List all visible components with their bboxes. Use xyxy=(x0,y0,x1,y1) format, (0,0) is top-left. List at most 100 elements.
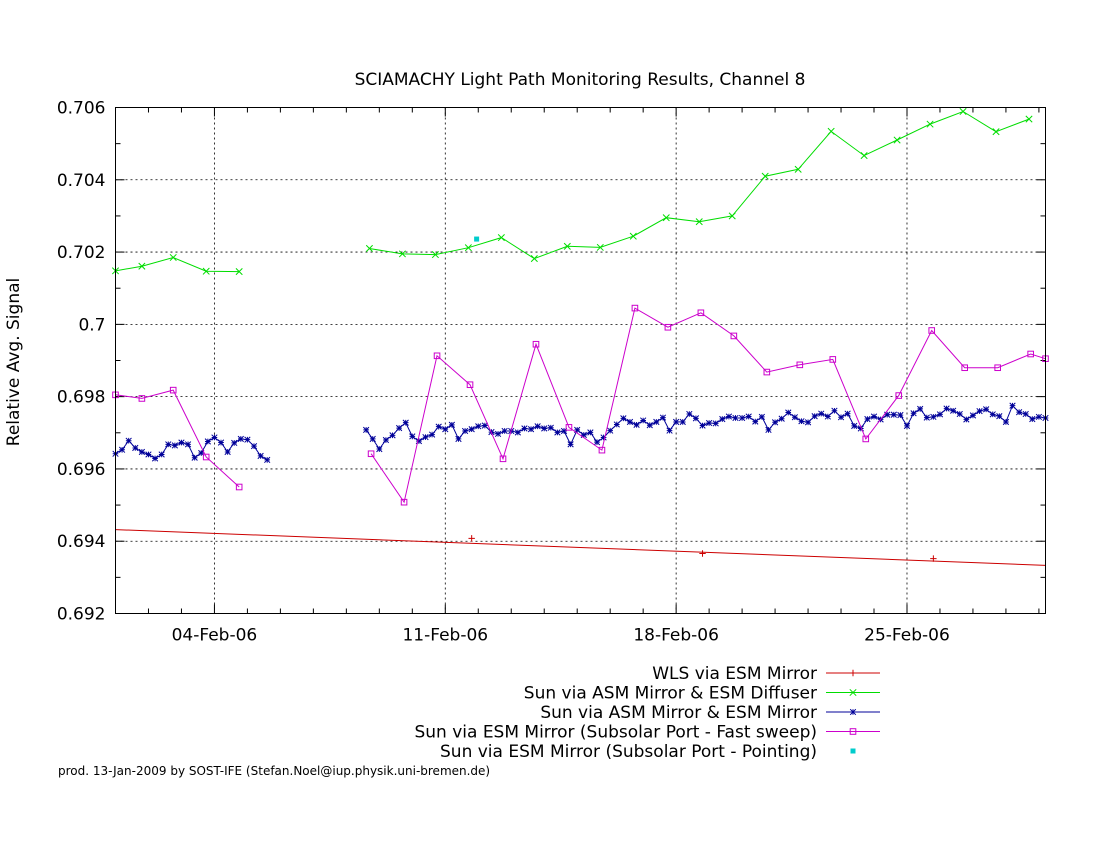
data-point xyxy=(435,423,442,430)
data-point xyxy=(664,323,672,331)
y-axis-label: Relative Avg. Signal xyxy=(4,278,24,446)
data-point xyxy=(554,429,561,436)
data-point xyxy=(943,405,950,412)
data-point xyxy=(890,411,897,418)
data-point xyxy=(145,451,152,458)
legend-label: Sun via ASM Mirror & ESM Diffuser xyxy=(524,684,817,704)
data-point xyxy=(132,444,139,452)
data-point xyxy=(224,448,231,456)
data-point xyxy=(679,418,686,426)
data-point xyxy=(362,426,370,434)
data-point xyxy=(728,212,736,220)
data-point xyxy=(613,421,620,428)
series-line xyxy=(115,436,268,461)
data-point xyxy=(204,438,211,445)
data-point xyxy=(653,418,660,426)
axis-ticks: 0.692 0.694 0.696 0.698 0.7 0.702 0.704 0.706 04… xyxy=(57,99,1046,646)
data-point xyxy=(527,426,535,433)
data-point xyxy=(464,244,472,252)
data-point xyxy=(501,427,508,435)
data-point xyxy=(857,425,864,432)
data-point xyxy=(202,267,210,275)
data-point xyxy=(428,431,436,438)
data-point xyxy=(950,407,957,414)
data-point xyxy=(1009,402,1016,409)
data-point xyxy=(415,437,423,445)
data-point xyxy=(547,424,554,431)
data-point xyxy=(903,422,911,430)
series-line xyxy=(115,529,1046,566)
legend-label: Sun via ESM Mirror (Subsolar Port - Poin… xyxy=(440,742,817,762)
data-point xyxy=(534,423,541,430)
grid-lines xyxy=(115,107,1046,614)
data-point xyxy=(395,424,403,432)
data-point xyxy=(662,214,670,222)
data-point xyxy=(1022,410,1029,418)
data-point xyxy=(593,439,601,446)
data-point xyxy=(956,410,963,418)
data-point xyxy=(695,218,703,226)
data-point xyxy=(178,439,185,446)
data-point xyxy=(442,426,449,433)
data-point xyxy=(165,441,172,448)
data-point xyxy=(567,441,574,448)
data-point xyxy=(600,434,607,441)
data-point xyxy=(646,422,653,429)
data-point xyxy=(796,361,804,369)
data-point xyxy=(620,415,627,422)
data-point xyxy=(455,435,462,443)
data-point xyxy=(969,412,977,419)
data-point xyxy=(466,381,474,389)
data-point xyxy=(831,407,838,414)
data-point xyxy=(514,429,521,436)
y-tick-label: 0.696 xyxy=(57,460,106,480)
plot-series xyxy=(111,107,1049,566)
data-point xyxy=(499,455,507,463)
data-point xyxy=(699,422,706,429)
legend-label: Sun via ESM Mirror (Subsolar Port - Fast… xyxy=(414,723,817,743)
data-point xyxy=(235,483,243,491)
data-point xyxy=(521,425,528,432)
series-line xyxy=(365,404,1046,450)
series-line xyxy=(370,307,1046,504)
data-point xyxy=(158,451,165,458)
data-point xyxy=(468,535,475,542)
data-point xyxy=(895,392,903,399)
data-point xyxy=(250,443,258,450)
data-point xyxy=(532,340,540,348)
data-point xyxy=(574,426,581,434)
data-point xyxy=(897,411,904,419)
data-point xyxy=(930,555,937,562)
data-point xyxy=(763,368,771,376)
data-point xyxy=(996,413,1003,420)
data-point xyxy=(631,304,639,312)
data-point xyxy=(994,364,1001,372)
series-2 xyxy=(112,402,1049,464)
y-tick-label: 0.7 xyxy=(78,315,105,335)
data-point xyxy=(917,405,924,413)
series-4 xyxy=(474,236,480,242)
data-point xyxy=(169,386,177,394)
data-point xyxy=(202,453,210,461)
data-point xyxy=(837,414,845,421)
data-point xyxy=(778,415,785,422)
data-point xyxy=(409,433,416,440)
data-point xyxy=(963,416,970,423)
data-point xyxy=(402,419,409,426)
data-point xyxy=(910,410,917,417)
data-point xyxy=(794,165,802,173)
data-point xyxy=(672,418,680,426)
data-point xyxy=(151,455,159,462)
data-point xyxy=(497,234,505,242)
data-point xyxy=(211,434,218,441)
data-point xyxy=(433,352,441,360)
data-point xyxy=(596,243,604,251)
y-tick-label: 0.694 xyxy=(57,532,106,552)
data-point xyxy=(481,422,489,429)
data-point xyxy=(607,427,614,434)
data-point xyxy=(686,410,693,418)
data-point xyxy=(961,364,969,372)
data-point xyxy=(118,446,126,453)
